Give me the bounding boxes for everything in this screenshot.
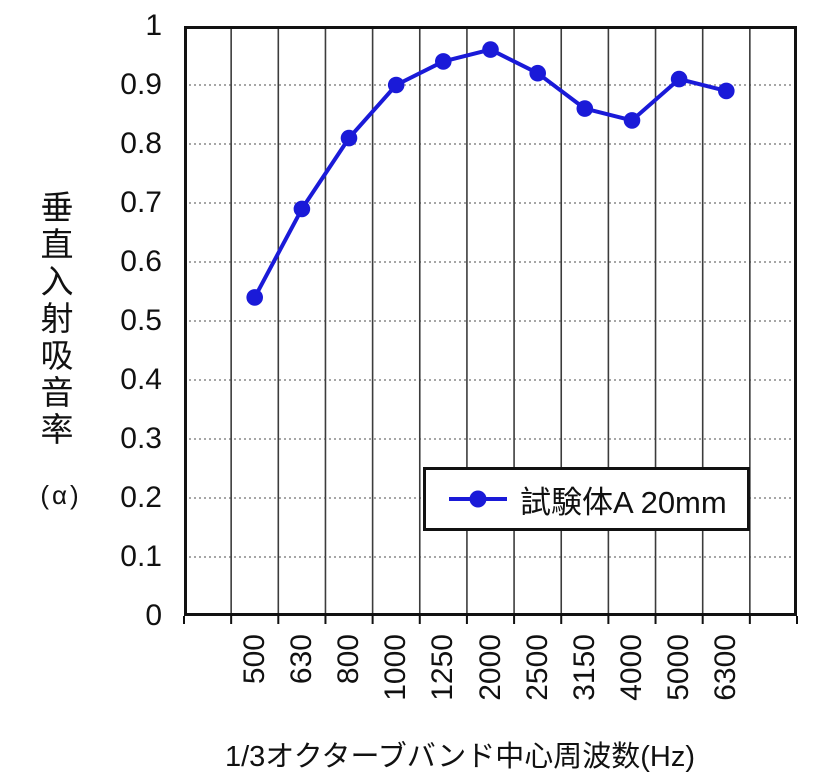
legend: 試験体A 20mm [423, 467, 750, 531]
x-tick-label: 800 [332, 634, 366, 685]
y-tick-label: 0.4 [120, 363, 162, 396]
legend-dot-icon [469, 490, 487, 508]
x-tick-label: 6300 [709, 634, 743, 701]
legend-series-label: 試験体A 20mm [520, 484, 727, 520]
x-tick-label: 1000 [379, 634, 413, 701]
plot-frame [184, 26, 797, 616]
y-tick-label: 0.6 [120, 245, 162, 278]
x-tick-label: 3150 [567, 634, 601, 701]
data-point-marker [576, 100, 594, 117]
legend-series-marker-icon [449, 490, 507, 508]
y-tick-label: 1 [145, 9, 162, 42]
x-tick-label: 2000 [473, 634, 507, 701]
data-point-marker [387, 76, 405, 94]
y-tick-label: 0.5 [120, 304, 162, 337]
x-tick-label: 500 [237, 634, 271, 685]
y-tick-label: 0.9 [120, 68, 162, 101]
x-tick-label: 1250 [426, 634, 460, 701]
y-tick-label: 0.8 [120, 127, 162, 160]
grid-and-series-svg [183, 26, 798, 624]
data-point-marker [623, 112, 641, 129]
data-point-marker [246, 289, 263, 306]
data-point-marker [529, 64, 546, 82]
data-point-marker [482, 41, 499, 58]
y-tick-label: 0.7 [120, 186, 162, 219]
x-axis-title: 1/3オクターブバンド中心周波数(Hz) [224, 741, 696, 773]
plot-area [183, 26, 798, 626]
x-tick-label: 630 [284, 634, 318, 685]
x-tick-label: 2500 [520, 634, 554, 701]
data-point-marker [670, 70, 688, 88]
y-tick-label: 0.3 [120, 422, 162, 455]
data-point-marker [435, 53, 452, 70]
x-tick-label: 4000 [614, 634, 648, 701]
data-point-marker [718, 82, 735, 100]
y-axis-unit-alpha-label: (α) [40, 480, 82, 510]
x-tick-label: 5000 [662, 634, 696, 701]
y-tick-label: 0.2 [120, 481, 162, 514]
data-point-marker [293, 200, 311, 218]
y-axis-title: 垂直入射吸音率 [36, 190, 73, 449]
data-point-marker [340, 129, 358, 147]
y-tick-label: 0 [145, 599, 162, 632]
y-tick-label: 0.1 [120, 540, 162, 573]
